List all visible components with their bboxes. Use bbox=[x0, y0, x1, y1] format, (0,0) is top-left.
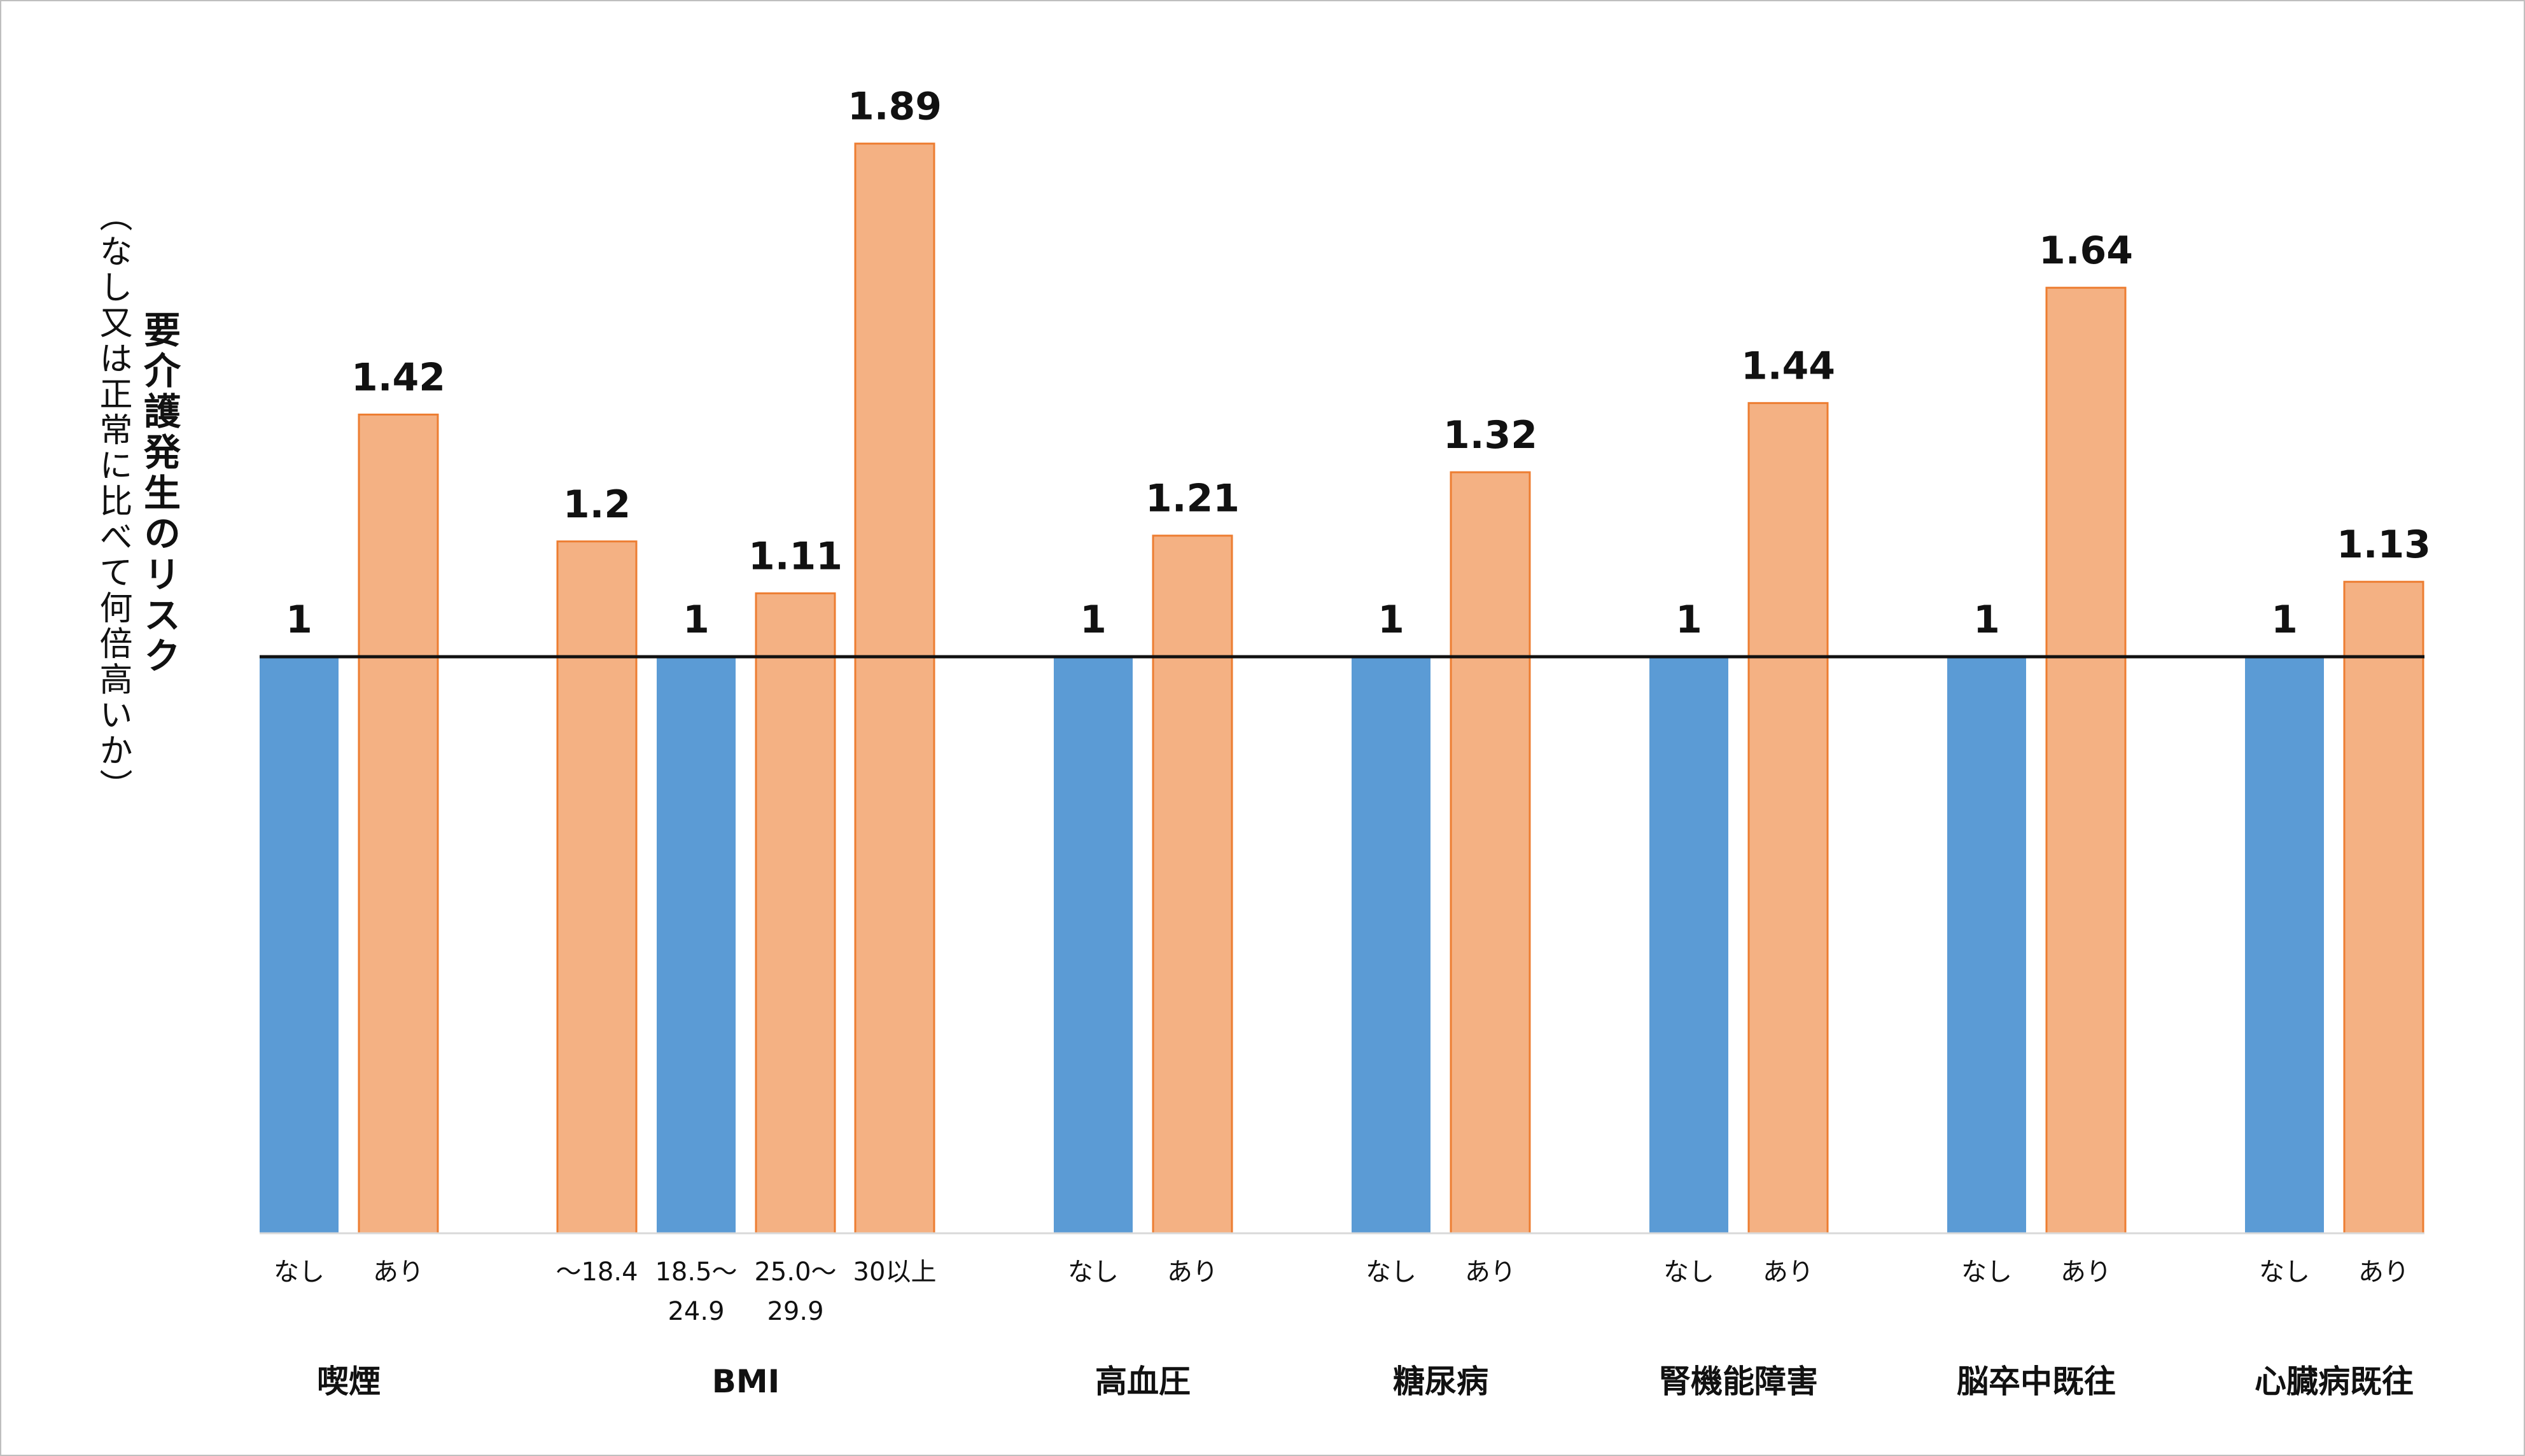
y-axis-label: 要介護発生のリスク bbox=[137, 311, 181, 677]
data-label: 1.32 bbox=[1443, 413, 1537, 458]
bar bbox=[2045, 286, 2127, 1235]
tick-label: あり bbox=[2060, 1257, 2111, 1287]
tick-label: あり bbox=[373, 1257, 424, 1287]
bar bbox=[358, 413, 439, 1235]
group-label: 高血圧 bbox=[1095, 1363, 1191, 1400]
bar bbox=[854, 143, 935, 1235]
data-label: 1 bbox=[683, 598, 710, 642]
data-label: 1.89 bbox=[848, 85, 942, 129]
tick-label: 25.0～ bbox=[754, 1257, 836, 1287]
data-label: 1.13 bbox=[2337, 522, 2431, 567]
bar bbox=[2343, 580, 2424, 1235]
data-label: 1 bbox=[286, 598, 312, 642]
y-axis-label-note: （なし又は正常に比べて何倍高いか） bbox=[94, 199, 132, 804]
group-label: 喫煙 bbox=[317, 1363, 381, 1400]
group-label: 脳卒中既往 bbox=[1957, 1363, 2116, 1400]
tick-label: 30以上 bbox=[853, 1257, 937, 1287]
bar bbox=[2245, 657, 2324, 1233]
group-label: 腎機能障害 bbox=[1659, 1363, 1818, 1400]
tick-label: なし bbox=[1663, 1257, 1714, 1287]
tick-label: なし bbox=[1366, 1257, 1416, 1287]
bar bbox=[1352, 657, 1430, 1233]
tick-label: あり bbox=[1465, 1257, 1516, 1287]
bar bbox=[1054, 657, 1133, 1233]
group-label: 糖尿病 bbox=[1393, 1363, 1488, 1400]
data-label: 1 bbox=[1973, 598, 2000, 642]
bar bbox=[755, 592, 836, 1235]
data-label: 1 bbox=[2271, 598, 2298, 642]
data-label: 1 bbox=[1675, 598, 1702, 642]
tick-label: あり bbox=[1167, 1257, 1218, 1287]
bar bbox=[657, 657, 736, 1233]
data-label: 1.11 bbox=[748, 534, 843, 578]
data-label: 1.64 bbox=[2039, 228, 2133, 273]
data-label: 1 bbox=[1080, 598, 1107, 642]
data-label: 1.44 bbox=[1741, 344, 1835, 388]
tick-label: 24.9 bbox=[668, 1297, 724, 1326]
group-label: 心臓病既往 bbox=[2255, 1363, 2414, 1400]
bar bbox=[260, 657, 339, 1233]
data-label: 1.21 bbox=[1145, 477, 1240, 521]
tick-label: なし bbox=[1961, 1257, 2012, 1287]
bar bbox=[1947, 657, 2026, 1233]
data-label: 1.42 bbox=[351, 355, 445, 400]
bar bbox=[1450, 471, 1531, 1235]
bar bbox=[1152, 535, 1233, 1235]
data-label: 1.2 bbox=[563, 482, 631, 527]
tick-label: あり bbox=[2358, 1257, 2409, 1287]
tick-label: 18.5～ bbox=[655, 1257, 737, 1287]
tick-label: ～18.4 bbox=[556, 1257, 638, 1287]
tick-label: 29.9 bbox=[767, 1297, 823, 1326]
tick-label: なし bbox=[274, 1257, 325, 1287]
group-label: BMI bbox=[712, 1363, 780, 1400]
tick-label: なし bbox=[1068, 1257, 1119, 1287]
bar bbox=[1649, 657, 1728, 1233]
bar bbox=[1747, 402, 1829, 1235]
bar bbox=[556, 540, 638, 1235]
tick-label: あり bbox=[1763, 1257, 1814, 1287]
data-label: 1 bbox=[1378, 598, 1404, 642]
tick-label: なし bbox=[2259, 1257, 2310, 1287]
